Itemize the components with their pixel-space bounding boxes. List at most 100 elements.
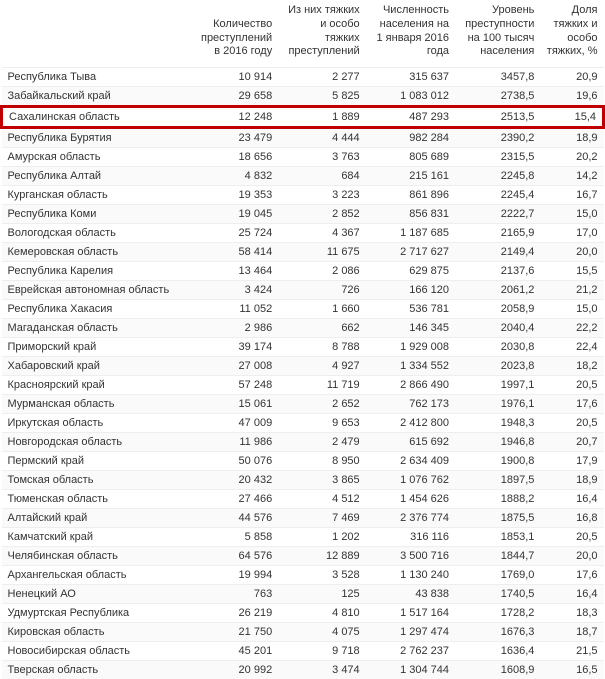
value-cell: 20,5 [540, 528, 603, 547]
value-cell: 58 414 [191, 243, 278, 262]
value-cell: 2 376 774 [366, 509, 455, 528]
value-cell: 50 076 [191, 452, 278, 471]
region-cell: Архангельская область [2, 566, 191, 585]
table-row: Курганская область19 3533 223861 8962245… [2, 186, 604, 205]
value-cell: 17,6 [540, 395, 603, 414]
value-cell: 1769,0 [455, 566, 540, 585]
region-cell: Удмуртская Республика [2, 604, 191, 623]
value-cell: 2023,8 [455, 357, 540, 376]
value-cell: 25 724 [191, 224, 278, 243]
table-body: Республика Тыва10 9142 277315 6373457,82… [2, 68, 604, 679]
value-cell: 2245,4 [455, 186, 540, 205]
value-cell: 4 075 [278, 623, 365, 642]
crime-stats-table: Количество преступлений в 2016 году Из н… [0, 0, 605, 679]
region-cell: Пермский край [2, 452, 191, 471]
value-cell: 20,0 [540, 547, 603, 566]
value-cell: 2 634 409 [366, 452, 455, 471]
region-cell: Магаданская область [2, 319, 191, 338]
table-row: Республика Хакасия11 0521 660536 7812058… [2, 300, 604, 319]
value-cell: 17,6 [540, 566, 603, 585]
value-cell: 45 201 [191, 642, 278, 661]
value-cell: 762 173 [366, 395, 455, 414]
value-cell: 8 788 [278, 338, 365, 357]
value-cell: 1976,1 [455, 395, 540, 414]
region-cell: Республика Алтай [2, 167, 191, 186]
value-cell: 1900,8 [455, 452, 540, 471]
value-cell: 1608,9 [455, 661, 540, 679]
value-cell: 2058,9 [455, 300, 540, 319]
value-cell: 21,5 [540, 642, 603, 661]
table-row: Приморский край39 1748 7881 929 0082030,… [2, 338, 604, 357]
table-row: Мурманская область15 0612 652762 1731976… [2, 395, 604, 414]
table-row: Еврейская автономная область3 424726166 … [2, 281, 604, 300]
value-cell: 15,0 [540, 300, 603, 319]
table-row: Республика Тыва10 9142 277315 6373457,82… [2, 68, 604, 87]
value-cell: 726 [278, 281, 365, 300]
region-cell: Сахалинская область [2, 107, 191, 128]
value-cell: 3 474 [278, 661, 365, 679]
value-cell: 1 660 [278, 300, 365, 319]
col-c4-header: Уровень преступности на 100 тысяч населе… [455, 0, 540, 68]
value-cell: 2245,8 [455, 167, 540, 186]
value-cell: 684 [278, 167, 365, 186]
table-row: Магаданская область2 986662146 3452040,4… [2, 319, 604, 338]
region-cell: Мурманская область [2, 395, 191, 414]
value-cell: 1676,3 [455, 623, 540, 642]
value-cell: 615 692 [366, 433, 455, 452]
value-cell: 21 750 [191, 623, 278, 642]
region-cell: Томская область [2, 471, 191, 490]
value-cell: 861 896 [366, 186, 455, 205]
value-cell: 1875,5 [455, 509, 540, 528]
value-cell: 2315,5 [455, 148, 540, 167]
value-cell: 1 334 552 [366, 357, 455, 376]
value-cell: 2738,5 [455, 87, 540, 107]
value-cell: 2390,2 [455, 128, 540, 148]
value-cell: 2137,6 [455, 262, 540, 281]
value-cell: 1728,2 [455, 604, 540, 623]
value-cell: 2030,8 [455, 338, 540, 357]
value-cell: 13 464 [191, 262, 278, 281]
value-cell: 16,5 [540, 661, 603, 679]
col-c1-header: Количество преступлений в 2016 году [191, 0, 278, 68]
value-cell: 5 858 [191, 528, 278, 547]
value-cell: 1636,4 [455, 642, 540, 661]
value-cell: 215 161 [366, 167, 455, 186]
region-cell: Республика Хакасия [2, 300, 191, 319]
value-cell: 2 479 [278, 433, 365, 452]
value-cell: 12 889 [278, 547, 365, 566]
value-cell: 982 284 [366, 128, 455, 148]
value-cell: 22,4 [540, 338, 603, 357]
table-row: Ненецкий АО76312543 8381740,516,4 [2, 585, 604, 604]
value-cell: 64 576 [191, 547, 278, 566]
value-cell: 1 130 240 [366, 566, 455, 585]
table-row: Республика Карелия13 4642 086629 8752137… [2, 262, 604, 281]
value-cell: 14,2 [540, 167, 603, 186]
value-cell: 805 689 [366, 148, 455, 167]
value-cell: 11 052 [191, 300, 278, 319]
value-cell: 1740,5 [455, 585, 540, 604]
value-cell: 316 116 [366, 528, 455, 547]
table-row: Республика Коми19 0452 852856 8312222,71… [2, 205, 604, 224]
table-row: Архангельская область19 9943 5281 130 24… [2, 566, 604, 585]
value-cell: 125 [278, 585, 365, 604]
value-cell: 22,2 [540, 319, 603, 338]
value-cell: 11 986 [191, 433, 278, 452]
value-cell: 2040,4 [455, 319, 540, 338]
col-c5-header: Доля тяжких и особо тяжких, % [540, 0, 603, 68]
region-cell: Новгородская область [2, 433, 191, 452]
value-cell: 2 652 [278, 395, 365, 414]
value-cell: 1 304 744 [366, 661, 455, 679]
value-cell: 3 528 [278, 566, 365, 585]
value-cell: 20,5 [540, 376, 603, 395]
region-cell: Красноярский край [2, 376, 191, 395]
value-cell: 47 009 [191, 414, 278, 433]
value-cell: 2149,4 [455, 243, 540, 262]
value-cell: 2 986 [191, 319, 278, 338]
region-cell: Приморский край [2, 338, 191, 357]
value-cell: 1946,8 [455, 433, 540, 452]
value-cell: 20 992 [191, 661, 278, 679]
table-row: Забайкальский край29 6585 8251 083 01227… [2, 87, 604, 107]
region-cell: Республика Карелия [2, 262, 191, 281]
value-cell: 1 076 762 [366, 471, 455, 490]
col-c2-header: Из них тяжких и особо тяжких преступлени… [278, 0, 365, 68]
